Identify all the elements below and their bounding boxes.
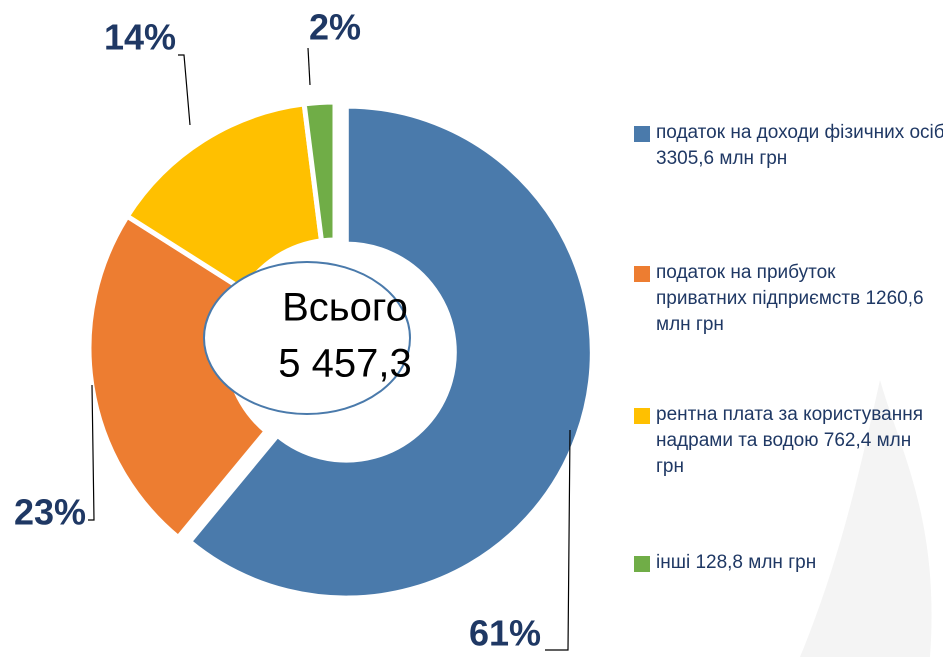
legend-label: податок на прибуток приватних підприємст… (656, 262, 924, 335)
center-ellipse (203, 261, 411, 415)
background-ornament (800, 380, 932, 657)
legend-label: рентна плата за користування надрами та … (656, 404, 923, 477)
data-label: 23% (14, 492, 86, 533)
legend-swatch (634, 408, 650, 424)
data-label: 2% (309, 7, 361, 48)
data-label: 14% (104, 17, 176, 58)
legend-swatch (634, 126, 650, 142)
legend-item: рентна плата за користування надрами та … (632, 402, 926, 480)
legend-item: податок на прибуток приватних підприємст… (632, 260, 926, 338)
legend-label: інші 128,8 млн грн (656, 552, 817, 573)
legend-item: податок на доходи фізичних осіб 3305,6 м… (632, 120, 943, 172)
leader-line (545, 429, 571, 651)
leader-line (307, 47, 311, 86)
leader-line (178, 54, 191, 126)
data-label: 61% (469, 613, 541, 654)
legend-swatch (634, 266, 650, 282)
leader-line (88, 384, 95, 521)
donut-segment (123, 101, 325, 294)
center-text: Всього (282, 286, 408, 330)
legend-label: податок на доходи фізичних осіб 3305,6 м… (656, 122, 943, 169)
donut-segment (185, 103, 595, 601)
center-text: 5 457,3 (278, 342, 411, 386)
legend-item: інші 128,8 млн грн (632, 550, 926, 576)
donut-segment (301, 99, 338, 244)
legend-swatch (634, 556, 650, 572)
